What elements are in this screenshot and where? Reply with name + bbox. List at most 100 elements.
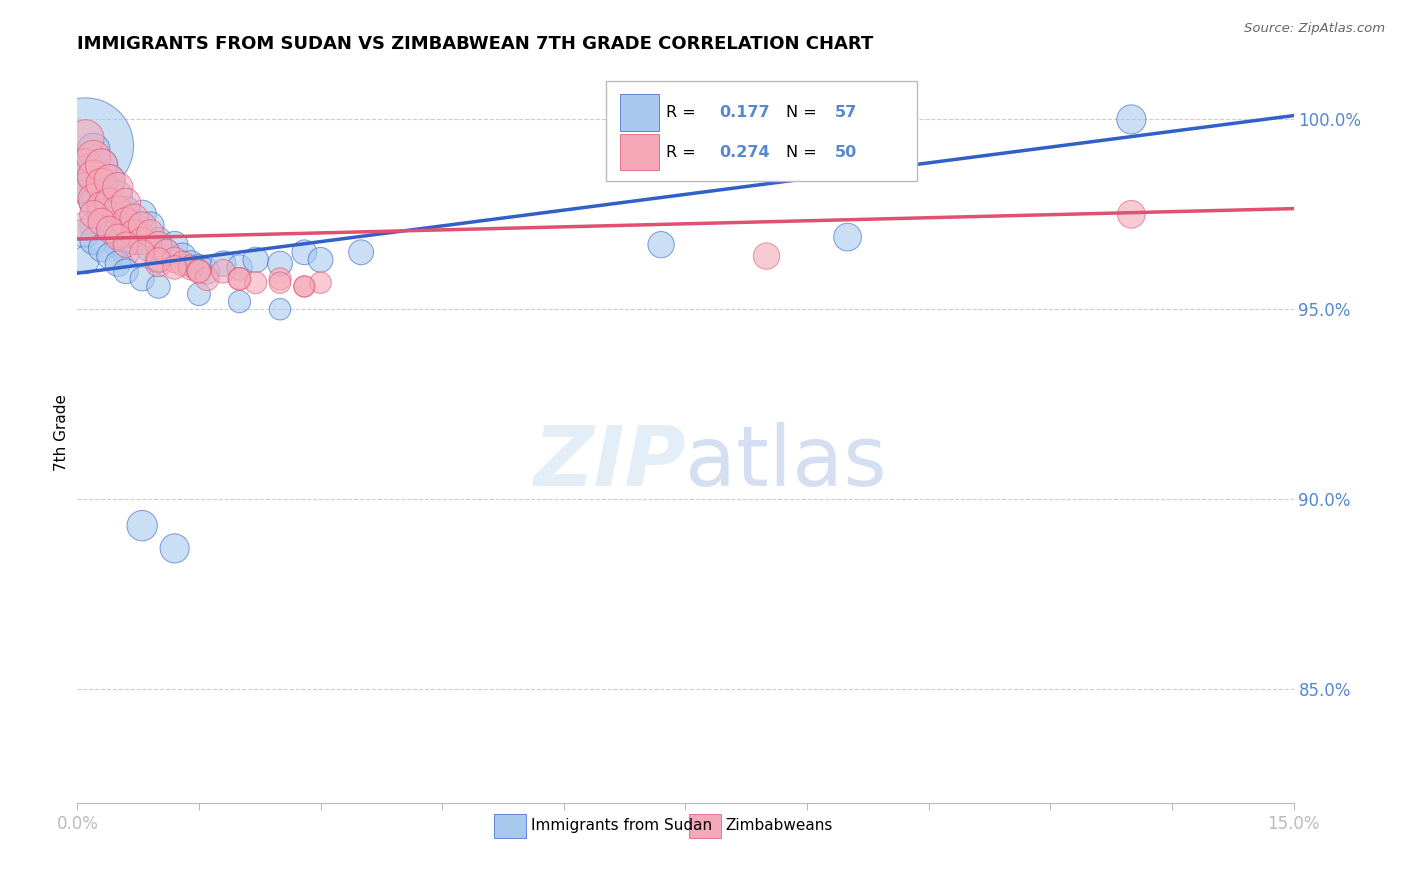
Point [98,173,121,187]
Point [115,219,138,233]
FancyBboxPatch shape [620,134,658,169]
Point [107,188,129,202]
Point [163,237,186,252]
Point [292,279,315,293]
Point [90,215,112,229]
Text: Immigrants from Sudan: Immigrants from Sudan [531,818,711,833]
Point [269,302,291,317]
Point [269,257,291,271]
Text: R =: R = [666,105,700,120]
Point [837,230,859,244]
Point [139,242,162,256]
Point [90,200,112,214]
Text: 0.274: 0.274 [720,145,770,160]
Point [83,219,105,233]
Point [83,207,105,221]
Y-axis label: 7th Grade: 7th Grade [53,394,69,471]
Point [75,219,97,233]
Point [245,252,267,267]
Point [212,264,235,278]
Point [131,207,153,221]
Point [163,252,186,267]
Point [131,219,153,233]
Point [212,257,235,271]
Point [107,227,129,241]
Point [148,237,170,252]
Point [148,252,170,267]
Point [188,260,211,275]
Point [115,245,138,260]
Point [350,245,373,260]
Point [172,257,194,271]
Point [75,180,97,194]
Point [83,150,105,164]
Point [228,272,250,286]
Point [98,173,121,187]
Point [98,222,121,236]
Point [75,131,97,145]
Point [269,276,291,290]
Point [188,287,211,301]
Point [228,294,250,309]
Point [115,237,138,252]
Point [188,264,211,278]
Point [75,252,97,267]
Point [122,211,145,226]
Point [90,242,112,256]
Point [292,245,315,260]
Point [139,219,162,233]
Point [148,279,170,293]
Text: ZIP: ZIP [533,422,686,503]
Point [107,237,129,252]
Point [83,234,105,248]
Text: N =: N = [786,145,823,160]
Point [180,257,202,271]
Point [228,260,250,275]
Point [148,257,170,271]
Point [163,541,186,556]
Point [115,203,138,218]
Text: 50: 50 [835,145,858,160]
Point [195,272,218,286]
Point [107,230,129,244]
FancyBboxPatch shape [495,814,526,838]
FancyBboxPatch shape [606,81,917,181]
Text: R =: R = [666,145,700,160]
Point [131,518,153,533]
Point [107,211,129,226]
Point [83,143,105,157]
FancyBboxPatch shape [620,95,658,130]
Point [309,276,332,290]
Text: 0.177: 0.177 [720,105,770,120]
Point [83,195,105,210]
Point [195,264,218,278]
Point [90,207,112,221]
Point [755,249,778,263]
Point [115,264,138,278]
Point [163,260,186,275]
Point [75,161,97,176]
Point [107,257,129,271]
Point [188,264,211,278]
Point [180,260,202,275]
Point [131,230,153,244]
Point [122,219,145,233]
Point [75,227,97,241]
Point [98,195,121,210]
Point [172,249,194,263]
Point [228,272,250,286]
Point [90,180,112,194]
Point [131,245,153,260]
Point [131,234,153,248]
Point [650,237,672,252]
Point [98,222,121,236]
FancyBboxPatch shape [689,814,721,838]
Point [83,169,105,184]
Text: 57: 57 [835,105,858,120]
Point [98,249,121,263]
Point [155,245,177,260]
Point [122,227,145,241]
Point [90,158,112,172]
Point [90,158,112,172]
Point [83,192,105,206]
